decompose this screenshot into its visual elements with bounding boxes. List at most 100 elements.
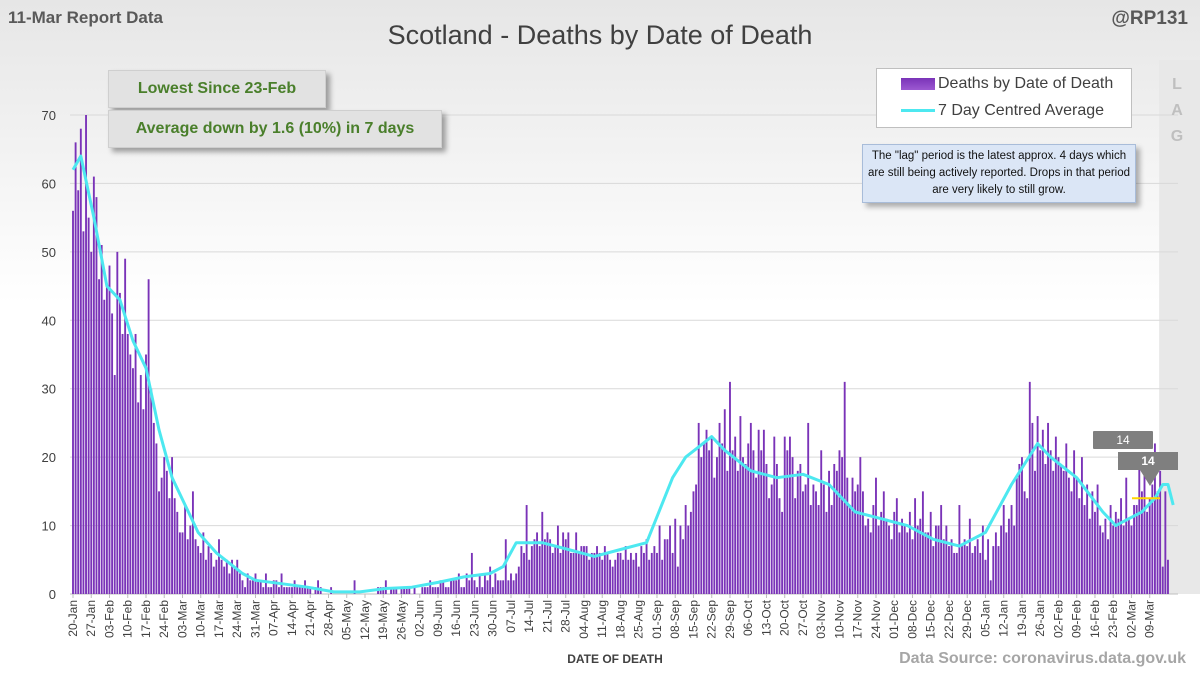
death-bar [314, 587, 317, 594]
death-bar [629, 552, 632, 594]
death-bar [392, 587, 395, 594]
death-bar [197, 546, 200, 594]
x-tick-label: 02-Feb [1051, 600, 1065, 638]
y-tick-label: 40 [42, 313, 56, 328]
death-bar [212, 566, 215, 594]
death-bar [499, 580, 502, 594]
death-bar [942, 539, 945, 594]
x-tick-label: 04-Aug [577, 600, 591, 639]
death-bar [708, 450, 711, 594]
death-bar [1096, 484, 1099, 594]
death-bar [528, 559, 531, 594]
death-bar [987, 539, 990, 594]
death-bar [116, 251, 119, 594]
death-bar [710, 436, 713, 594]
x-tick-label: 19-Jan [1015, 600, 1029, 637]
death-bar [158, 491, 160, 594]
death-bar [390, 587, 392, 594]
death-bar [139, 375, 142, 594]
death-bar [799, 463, 802, 594]
death-bar [961, 546, 963, 594]
death-bar [424, 587, 426, 594]
death-bar [536, 532, 538, 594]
x-tick-label: 07-Jul [504, 600, 518, 633]
death-bar [914, 498, 917, 594]
data-source-label: Data Source: coronavirus.data.gov.uk [899, 650, 1186, 667]
death-bar [723, 409, 726, 594]
death-bar [1078, 498, 1081, 594]
death-bar [749, 422, 752, 594]
death-bar [770, 484, 773, 594]
death-bar [880, 511, 883, 594]
death-bar [679, 525, 682, 594]
death-bar [927, 532, 930, 594]
death-bar [1138, 463, 1141, 594]
legend-item-average: 7 Day Centred Average [901, 100, 1104, 122]
death-bar [218, 539, 220, 594]
death-bar [231, 559, 233, 594]
death-bar [489, 566, 492, 594]
death-bar [434, 587, 437, 594]
death-bar [713, 477, 716, 594]
death-bar [225, 559, 228, 594]
x-tick-label: 23-Jun [467, 600, 481, 637]
death-bar [510, 573, 512, 594]
death-bar [504, 539, 507, 594]
death-bar [1156, 491, 1159, 594]
death-bar [768, 498, 771, 594]
x-tick-label: 09-Feb [1070, 600, 1084, 638]
death-bar [543, 539, 546, 594]
death-bar [137, 402, 140, 594]
death-bar [533, 539, 536, 594]
death-bar [259, 580, 262, 594]
death-bar [815, 491, 817, 594]
death-bar [517, 566, 520, 594]
x-tick-label: 05-May [340, 600, 354, 640]
death-bar [77, 190, 80, 594]
x-tick-label: 01-Dec [887, 600, 901, 639]
death-bar [405, 587, 408, 594]
death-bar [611, 566, 614, 594]
death-bar [439, 580, 442, 594]
death-bar [113, 375, 116, 594]
death-bar [575, 532, 578, 594]
death-bar [1135, 505, 1138, 594]
death-bar [400, 587, 403, 594]
death-bar [1167, 559, 1169, 594]
death-bar [948, 546, 950, 594]
death-bar [486, 580, 489, 594]
death-bar [468, 580, 471, 594]
death-bar [890, 539, 893, 594]
death-bar [1049, 450, 1052, 594]
death-bar [906, 532, 909, 594]
death-bar [963, 539, 966, 594]
death-bar [546, 532, 549, 594]
death-bar [90, 251, 93, 594]
death-bar [1122, 525, 1125, 594]
death-bar [736, 470, 739, 594]
death-bar [671, 552, 674, 594]
death-bar [669, 525, 671, 594]
death-bar [228, 573, 231, 594]
death-bar [1023, 491, 1026, 594]
death-bar [718, 422, 721, 594]
death-bar [465, 573, 468, 594]
death-bar [588, 559, 591, 594]
average-change-callout: Average down by 1.6 (10%) in 7 days [108, 110, 442, 148]
death-bar [846, 477, 849, 594]
death-bar [802, 491, 804, 594]
death-bar [103, 299, 106, 594]
x-tick-label: 09-Mar [1143, 600, 1157, 638]
death-bar [778, 498, 781, 594]
death-bar [624, 546, 627, 594]
x-tick-label: 10-Feb [121, 600, 135, 638]
lag-letter-l: L [1172, 76, 1182, 93]
death-bar [455, 580, 458, 594]
death-bar [1094, 511, 1096, 594]
death-bar [833, 463, 836, 594]
death-bar [856, 484, 859, 594]
death-bar [98, 279, 101, 594]
death-bar [100, 245, 103, 594]
death-bar [520, 546, 523, 594]
value-badge-label: 14 [1116, 433, 1130, 447]
